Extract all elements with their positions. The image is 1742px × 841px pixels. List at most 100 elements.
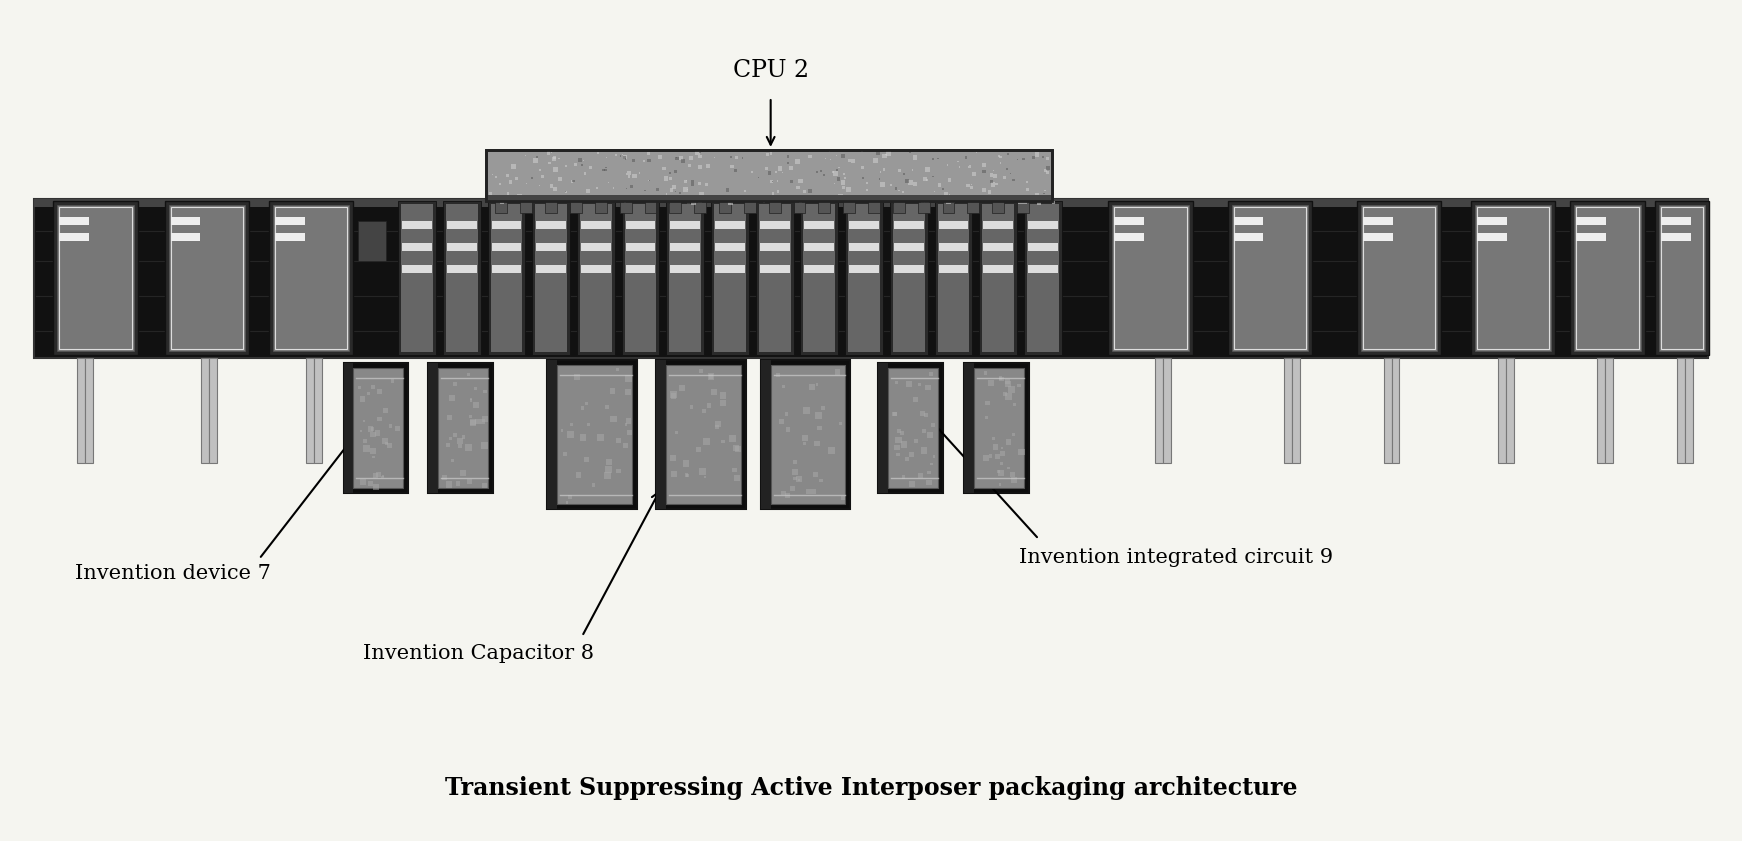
Bar bbox=[1597, 358, 1604, 463]
Bar bbox=[1658, 205, 1705, 352]
Bar bbox=[836, 177, 840, 181]
Bar bbox=[516, 177, 517, 180]
Bar bbox=[378, 389, 381, 394]
Bar bbox=[1036, 201, 1042, 204]
Bar bbox=[378, 416, 381, 421]
Bar bbox=[59, 217, 89, 225]
Bar bbox=[894, 202, 904, 214]
Bar bbox=[979, 202, 1017, 356]
Bar bbox=[470, 420, 476, 426]
Bar bbox=[998, 470, 1003, 476]
Bar bbox=[726, 188, 730, 192]
Bar bbox=[402, 265, 432, 273]
Bar bbox=[937, 204, 969, 352]
Bar bbox=[557, 365, 632, 505]
Bar bbox=[519, 194, 523, 198]
Bar bbox=[625, 423, 627, 426]
Bar bbox=[895, 381, 899, 384]
Bar bbox=[1685, 358, 1693, 463]
Bar bbox=[672, 184, 676, 188]
Bar bbox=[845, 202, 883, 356]
Bar bbox=[925, 385, 930, 390]
Bar bbox=[843, 202, 855, 214]
Bar bbox=[1362, 233, 1392, 241]
Bar bbox=[1005, 439, 1012, 445]
Bar bbox=[1655, 202, 1709, 356]
Bar bbox=[667, 202, 704, 356]
Bar bbox=[894, 221, 923, 230]
Bar bbox=[796, 186, 800, 189]
Bar bbox=[798, 179, 803, 183]
Bar bbox=[880, 182, 885, 187]
Bar bbox=[974, 368, 1024, 488]
Bar bbox=[1660, 233, 1690, 241]
Bar bbox=[699, 165, 702, 169]
Bar bbox=[812, 489, 815, 495]
Bar bbox=[841, 154, 845, 157]
Bar bbox=[1577, 217, 1606, 225]
Bar bbox=[658, 155, 662, 159]
Bar bbox=[671, 471, 676, 477]
Bar bbox=[704, 476, 707, 479]
Bar bbox=[1575, 205, 1641, 352]
Bar bbox=[714, 420, 721, 427]
Bar bbox=[913, 182, 916, 186]
Bar bbox=[462, 435, 465, 439]
Bar bbox=[542, 175, 544, 178]
Bar bbox=[1005, 393, 1012, 399]
Bar bbox=[594, 202, 606, 214]
Bar bbox=[483, 416, 488, 422]
Bar bbox=[791, 469, 798, 475]
Bar bbox=[275, 217, 305, 225]
Bar bbox=[927, 471, 930, 474]
Bar bbox=[1233, 233, 1263, 241]
Bar bbox=[692, 183, 693, 186]
Bar bbox=[841, 186, 845, 188]
Bar bbox=[474, 388, 477, 390]
Bar bbox=[631, 185, 632, 188]
Bar bbox=[1000, 462, 1003, 465]
Bar bbox=[915, 439, 918, 443]
Bar bbox=[923, 177, 927, 181]
Bar bbox=[575, 373, 580, 379]
Bar bbox=[1577, 208, 1639, 350]
Bar bbox=[361, 479, 366, 484]
Bar bbox=[982, 163, 986, 167]
Bar bbox=[883, 154, 887, 158]
Bar bbox=[970, 186, 972, 189]
Bar bbox=[982, 455, 989, 461]
Bar bbox=[925, 198, 928, 203]
Bar bbox=[688, 156, 693, 160]
Bar bbox=[969, 165, 970, 167]
Bar bbox=[733, 169, 737, 172]
Bar bbox=[861, 166, 864, 169]
Bar bbox=[343, 363, 408, 493]
Bar bbox=[521, 202, 533, 214]
Bar bbox=[369, 448, 376, 454]
Bar bbox=[387, 443, 392, 448]
Bar bbox=[1577, 233, 1606, 241]
Bar bbox=[571, 181, 573, 183]
Bar bbox=[982, 170, 986, 173]
Bar bbox=[820, 406, 826, 410]
Bar bbox=[1026, 181, 1028, 183]
Bar bbox=[808, 383, 815, 390]
Bar bbox=[998, 377, 1002, 380]
Bar bbox=[604, 473, 611, 479]
Bar bbox=[989, 173, 993, 177]
Bar bbox=[169, 205, 246, 352]
Bar bbox=[866, 182, 868, 184]
Bar bbox=[998, 155, 1000, 156]
Bar bbox=[343, 363, 354, 493]
Bar bbox=[646, 159, 652, 162]
Bar bbox=[1023, 199, 1028, 204]
Bar bbox=[883, 168, 885, 171]
Bar bbox=[624, 200, 627, 203]
Bar bbox=[561, 430, 563, 432]
Bar bbox=[801, 435, 808, 441]
Bar bbox=[657, 361, 746, 510]
Bar bbox=[751, 172, 753, 173]
Bar bbox=[671, 188, 674, 192]
Bar bbox=[1660, 208, 1704, 350]
Bar bbox=[54, 202, 138, 356]
